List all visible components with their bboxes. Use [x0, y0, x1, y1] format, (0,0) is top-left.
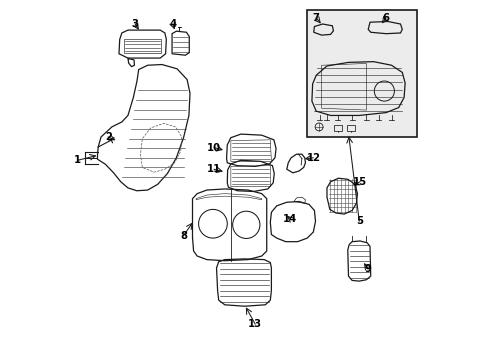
Bar	[333, 125, 341, 131]
Text: 7: 7	[312, 13, 319, 23]
Text: 11: 11	[206, 164, 221, 174]
Bar	[346, 125, 354, 131]
Text: 4: 4	[169, 19, 176, 29]
Text: 10: 10	[206, 143, 221, 153]
Bar	[306, 10, 416, 137]
Text: 1: 1	[74, 155, 81, 165]
Text: 9: 9	[364, 264, 371, 274]
Text: 3: 3	[131, 19, 138, 29]
Text: 15: 15	[352, 177, 366, 187]
Text: 8: 8	[180, 231, 186, 240]
Text: 14: 14	[283, 214, 297, 224]
Text: 5: 5	[355, 216, 362, 226]
Text: 6: 6	[382, 13, 389, 23]
Text: 12: 12	[305, 153, 320, 163]
Text: 13: 13	[248, 319, 262, 329]
Text: 2: 2	[104, 132, 111, 142]
